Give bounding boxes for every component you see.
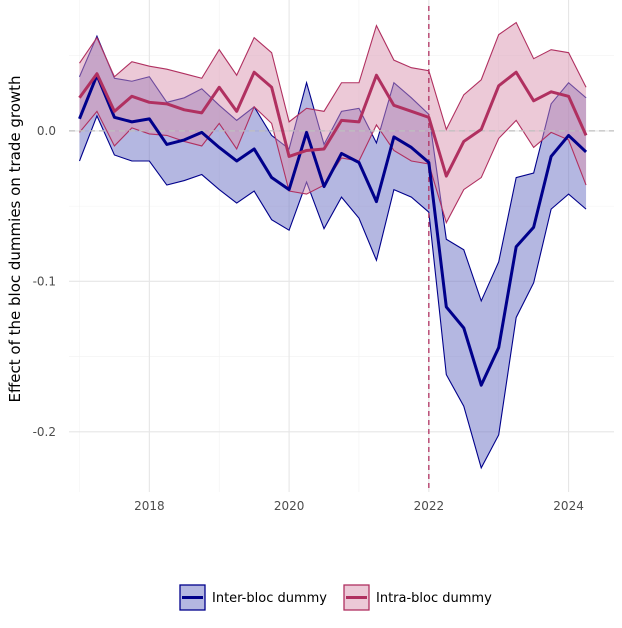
legend-entry: Inter-bloc dummy: [179, 584, 327, 611]
y-axis-label: Effect of the bloc dummies on trade grow…: [6, 75, 24, 402]
confidence-band: [79, 22, 587, 223]
series-line: [78, 73, 588, 387]
y-tick-label: -0.1: [33, 274, 56, 288]
x-tick-label: 2024: [553, 499, 584, 513]
confidence-bands: [78, 21, 587, 470]
legend-label: Inter-bloc dummy: [212, 591, 327, 606]
legend-label: Intra-bloc dummy: [376, 591, 492, 606]
x-tick-label: 2018: [134, 499, 165, 513]
x-tick-label: 2020: [274, 499, 305, 513]
y-tick-label: -0.2: [33, 425, 56, 439]
y-axis-tick-labels: -0.2 -0.1 0.0: [33, 124, 56, 439]
series-lines: [78, 70, 588, 387]
x-tick-label: 2022: [414, 499, 445, 513]
legend: Inter-bloc dummy Intra-bloc dummy: [179, 584, 492, 611]
series-line: [78, 70, 588, 178]
reference-lines: [69, 6, 614, 492]
band-lower-edge: [78, 114, 587, 470]
confidence-band: [79, 36, 587, 468]
band-upper-edge: [79, 21, 587, 131]
y-tick-label: 0.0: [37, 124, 56, 138]
x-axis-tick-labels: 2018 2020 2022 2024: [134, 499, 584, 513]
legend-entry: Intra-bloc dummy: [343, 584, 492, 611]
